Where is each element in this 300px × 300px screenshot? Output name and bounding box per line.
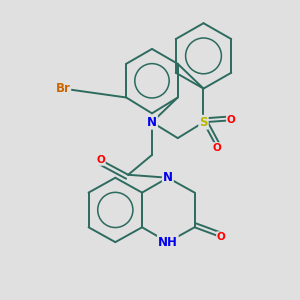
- Text: NH: NH: [158, 236, 178, 249]
- Text: N: N: [147, 116, 157, 129]
- Text: Br: Br: [56, 82, 70, 95]
- Text: O: O: [213, 143, 222, 153]
- Text: N: N: [163, 171, 173, 184]
- Text: O: O: [96, 155, 105, 165]
- Text: O: O: [227, 115, 236, 125]
- Text: S: S: [199, 116, 208, 129]
- Text: O: O: [217, 232, 226, 242]
